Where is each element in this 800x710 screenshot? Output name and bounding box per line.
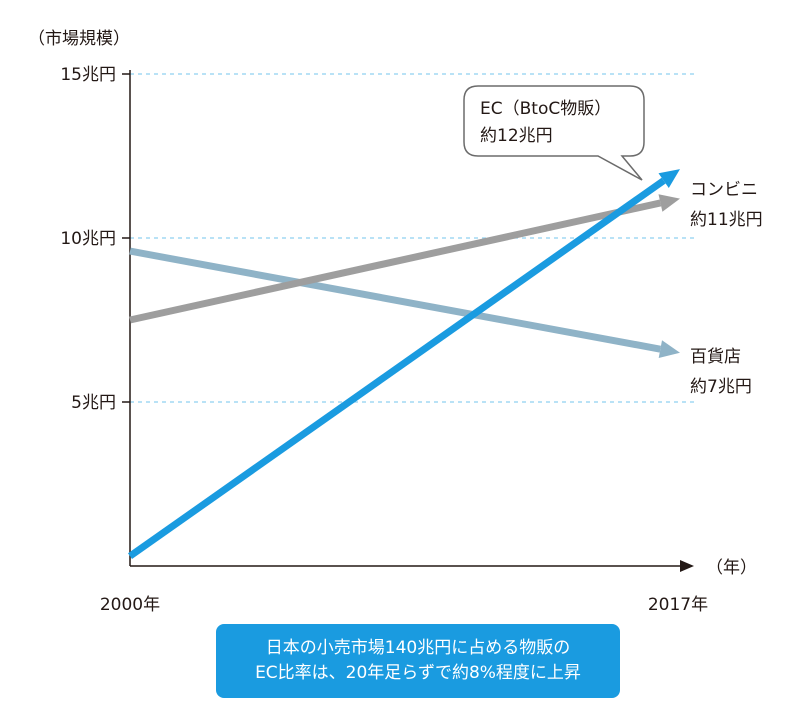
x-axis-title: （年） — [706, 558, 757, 578]
ec-series-line — [127, 177, 666, 560]
conv-label-line-2: 約11兆円 — [690, 210, 763, 230]
y-tick-label-15: 15兆円 — [60, 65, 116, 85]
dept-label-line-1: 百貨店 — [690, 347, 741, 367]
callout-line-1: EC（BtoC物販） — [480, 99, 611, 119]
caption-line-1: 日本の小売市場140兆円に占める物販の — [265, 638, 571, 658]
y-tick-label-10: 10兆円 — [60, 229, 116, 249]
conv-series-line — [129, 199, 662, 324]
series-layer — [127, 169, 680, 560]
grid-layer: 5兆円 10兆円 15兆円 — [60, 65, 694, 413]
conv-series-arrowhead — [658, 194, 680, 212]
dept-series-line — [129, 247, 661, 353]
y-axis-title: （市場規模） — [28, 29, 130, 49]
dept-label-line-2: 約7兆円 — [690, 377, 752, 397]
conv-label-line-1: コンビニ — [690, 180, 758, 200]
xtick-layer: 2000年 2017年 — [100, 595, 708, 615]
ec-callout: EC（BtoC物販） 約12兆円 — [463, 85, 645, 181]
summary-caption: 日本の小売市場140兆円に占める物販の EC比率は、20年足らずで約8%程度に上… — [216, 624, 620, 698]
x-tick-label-start: 2000年 — [100, 595, 160, 615]
ec-series-arrowhead — [658, 169, 680, 188]
y-tick-label-5: 5兆円 — [71, 393, 116, 413]
x-axis-arrowhead — [680, 560, 694, 572]
x-tick-label-end: 2017年 — [648, 595, 708, 615]
callout-line-2: 約12兆円 — [480, 126, 553, 146]
axis-layer: （市場規模） （年） — [28, 29, 757, 578]
caption-line-2: EC比率は、20年足らずで約8%程度に上昇 — [255, 663, 581, 683]
callout-bubble — [463, 85, 645, 181]
labels-layer: コンビニ 約11兆円 百貨店 約7兆円 — [690, 180, 763, 397]
dept-series-arrowhead — [658, 340, 680, 358]
